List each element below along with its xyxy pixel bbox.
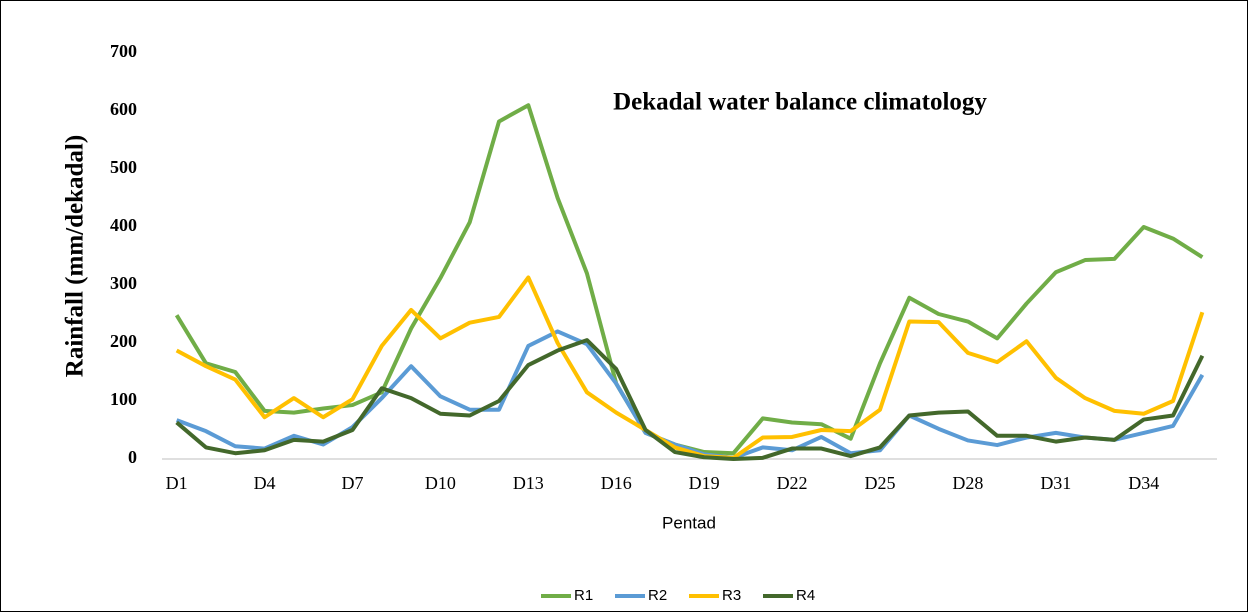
x-tick-label: D10 [425, 473, 456, 493]
x-tick-label: D1 [166, 473, 188, 493]
legend-label: R1 [574, 587, 593, 604]
x-tick-label: D31 [1040, 473, 1071, 493]
x-tick-label: D13 [513, 473, 544, 493]
y-tick-label: 200 [110, 331, 137, 351]
x-axis-label: Pentad [662, 513, 716, 532]
legend-label: R3 [722, 587, 741, 604]
x-tick-label: D16 [601, 473, 632, 493]
y-tick-label: 300 [110, 273, 137, 293]
y-tick-label: 500 [110, 157, 137, 177]
legend-label: R2 [648, 587, 667, 604]
x-tick-label: D19 [689, 473, 720, 493]
y-tick-label: 0 [128, 447, 137, 467]
x-tick-label: D7 [341, 473, 363, 493]
y-axis-label: Rainfall (mm/dekadal) [62, 135, 89, 377]
x-tick-label: D22 [777, 473, 808, 493]
legend-label: R4 [796, 587, 815, 604]
y-tick-label: 100 [110, 389, 137, 409]
x-tick-label: D28 [952, 473, 983, 493]
y-tick-label: 400 [110, 215, 137, 235]
line [175, 275, 1205, 460]
y-tick-label: 600 [110, 99, 137, 119]
x-tick-label: D25 [864, 473, 895, 493]
line [175, 338, 1205, 461]
x-tick-label: D34 [1128, 473, 1159, 493]
y-tick-label: 700 [110, 41, 137, 61]
x-tick-label: D4 [254, 473, 276, 493]
chart-title: Dekadal water balance climatology [613, 89, 987, 116]
